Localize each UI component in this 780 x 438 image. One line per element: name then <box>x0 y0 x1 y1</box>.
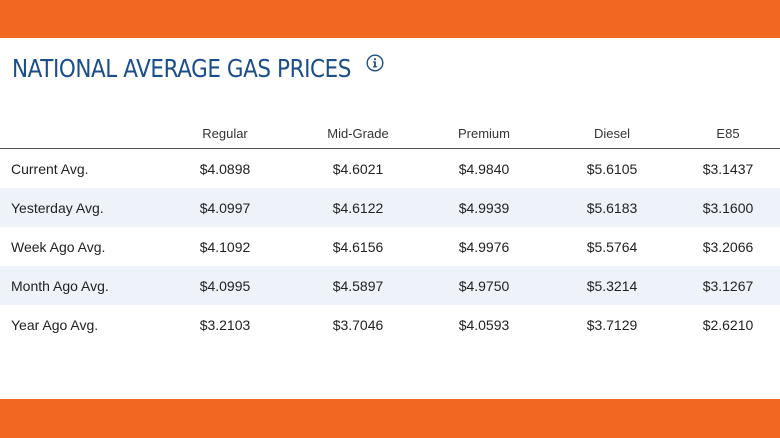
top-accent-bar <box>0 0 780 38</box>
price-cell: $4.9840 <box>458 160 510 177</box>
column-header-premium: Premium <box>420 118 548 149</box>
column-header-mid-grade: Mid-Grade <box>296 118 420 149</box>
table-row-current: Current Avg. $4.0898 $4.6021 $4.9840 $5.… <box>0 149 780 189</box>
price-cell: $3.2066 <box>702 238 754 255</box>
column-header-regular: Regular <box>154 118 296 149</box>
price-cell: $4.6156 <box>332 238 384 255</box>
price-cell: $2.6210 <box>702 316 754 333</box>
row-label: Current Avg. <box>11 160 89 177</box>
price-cell: $3.1437 <box>702 160 754 177</box>
info-circle-icon[interactable] <box>366 54 384 72</box>
table-row-week-ago: Week Ago Avg. $4.1092 $4.6156 $4.9976 $5… <box>0 227 780 266</box>
bottom-accent-bar <box>0 399 780 438</box>
row-label: Week Ago Avg. <box>11 238 106 255</box>
row-label: Month Ago Avg. <box>0 266 154 305</box>
price-cell: $3.7046 <box>332 316 384 333</box>
price-cell: $4.0995 <box>154 266 296 305</box>
price-cell: $3.2103 <box>199 316 251 333</box>
price-cell: $4.6021 <box>332 160 384 177</box>
table-header-row: Regular Mid-Grade Premium Diesel E85 <box>0 118 780 149</box>
row-label: Year Ago Avg. <box>11 316 99 333</box>
price-cell: $5.3214 <box>548 266 676 305</box>
gas-prices-table: Regular Mid-Grade Premium Diesel E85 Cur… <box>0 118 780 344</box>
price-cell: $4.5897 <box>296 266 420 305</box>
price-cell: $4.9976 <box>458 238 510 255</box>
price-cell: $5.6183 <box>548 188 676 227</box>
price-cell: $3.1267 <box>676 266 780 305</box>
column-header-label <box>0 118 154 149</box>
table-row-yesterday: Yesterday Avg. $4.0997 $4.6122 $4.9939 $… <box>0 188 780 227</box>
price-cell: $4.1092 <box>199 238 251 255</box>
page-title: NATIONAL AVERAGE GAS PRICES <box>12 54 351 83</box>
price-cell: $4.0898 <box>199 160 251 177</box>
price-cell: $3.7129 <box>586 316 638 333</box>
column-header-e85: E85 <box>676 118 780 149</box>
table-row-year-ago: Year Ago Avg. $3.2103 $3.7046 $4.0593 $3… <box>0 305 780 344</box>
table-row-month-ago: Month Ago Avg. $4.0995 $4.5897 $4.9750 $… <box>0 266 780 305</box>
price-cell: $3.1600 <box>676 188 780 227</box>
price-cell: $4.9939 <box>420 188 548 227</box>
row-label: Yesterday Avg. <box>0 188 154 227</box>
price-cell: $4.0593 <box>458 316 510 333</box>
price-cell: $5.5764 <box>586 238 638 255</box>
price-cell: $4.9750 <box>420 266 548 305</box>
price-cell: $4.6122 <box>296 188 420 227</box>
header: NATIONAL AVERAGE GAS PRICES <box>12 52 384 86</box>
price-cell: $5.6105 <box>586 160 638 177</box>
column-header-diesel: Diesel <box>548 118 676 149</box>
price-cell: $4.0997 <box>154 188 296 227</box>
